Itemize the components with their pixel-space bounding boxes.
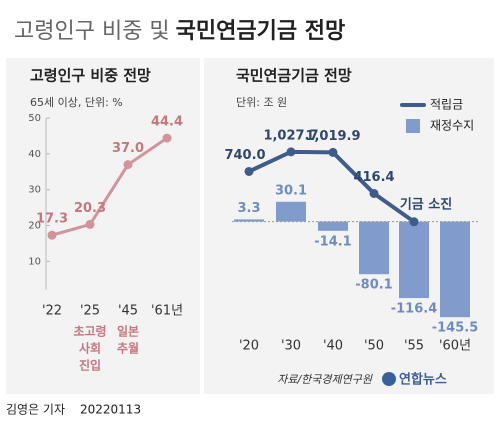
legend-label: 적립금 bbox=[430, 98, 463, 112]
data-label: 416.4 bbox=[353, 170, 394, 185]
data-label: 17.3 bbox=[36, 212, 68, 227]
point bbox=[162, 133, 172, 143]
bar bbox=[234, 219, 264, 222]
annotation: 사회 bbox=[79, 341, 101, 356]
page-title: 고령인구 비중 및 국민연금기금 전망 bbox=[14, 19, 345, 44]
annotation: 기금 소진 bbox=[400, 197, 452, 213]
point bbox=[47, 230, 57, 240]
date: 20220113 bbox=[80, 403, 141, 417]
point bbox=[409, 217, 419, 227]
x-tick-label: '20 bbox=[239, 339, 259, 354]
chart-subtitle: 65세 이상, 단위: % bbox=[30, 96, 123, 109]
y-tick-label: 40 bbox=[28, 149, 41, 160]
data-label: 1,019.9 bbox=[305, 129, 360, 144]
data-label: 740.0 bbox=[224, 148, 265, 163]
annotation: 진입 bbox=[79, 358, 101, 373]
bar bbox=[359, 221, 389, 275]
y-tick-label: 50 bbox=[28, 113, 41, 124]
bar bbox=[399, 221, 429, 299]
data-label: 44.4 bbox=[151, 115, 183, 130]
legend-swatch bbox=[406, 119, 420, 133]
data-label: -14.1 bbox=[314, 234, 351, 249]
title-light: 고령인구 비중 및 bbox=[14, 19, 170, 44]
logo: 연합뉴스 bbox=[399, 372, 447, 388]
x-tick-label: '45 bbox=[118, 304, 138, 319]
bar bbox=[440, 221, 470, 318]
title-bold: 국민연금기금 전망 bbox=[176, 19, 346, 44]
x-tick-label: '25 bbox=[80, 304, 100, 319]
point bbox=[85, 219, 95, 229]
data-label: 30.1 bbox=[275, 183, 307, 198]
data-label: 20.3 bbox=[74, 201, 106, 216]
x-tick-label: '30 bbox=[281, 339, 301, 354]
x-tick-label: '60년 bbox=[439, 339, 471, 354]
legend-label: 재정수지 bbox=[430, 119, 474, 133]
point bbox=[369, 188, 379, 198]
data-label: 1,027.7 bbox=[263, 128, 318, 143]
chart-title: 고령인구 비중 전망 bbox=[30, 67, 151, 85]
annotation: 초고령 bbox=[73, 325, 106, 339]
data-label: 37.0 bbox=[112, 141, 144, 156]
line bbox=[51, 136, 168, 237]
chart-title: 국민연금기금 전망 bbox=[236, 67, 352, 85]
chart-subtitle: 단위: 조 원 bbox=[236, 96, 287, 109]
x-tick-label: '40 bbox=[323, 339, 343, 354]
point bbox=[286, 147, 296, 157]
point bbox=[328, 147, 338, 157]
left-panel bbox=[6, 58, 200, 394]
logo-icon bbox=[382, 372, 396, 386]
x-tick-label: '61년 bbox=[151, 304, 183, 319]
x-tick-label: '55 bbox=[404, 339, 424, 354]
bar bbox=[276, 201, 306, 222]
bar bbox=[318, 221, 348, 231]
credit: 김영은 기자 bbox=[6, 403, 65, 417]
y-tick-label: 20 bbox=[28, 221, 41, 232]
x-tick-label: '50 bbox=[364, 339, 384, 354]
y-tick-label: 10 bbox=[28, 256, 41, 267]
source: 자료/한국경제연구원 bbox=[277, 373, 373, 386]
annotation: 일본 bbox=[117, 325, 139, 339]
y-tick-label: 30 bbox=[28, 185, 41, 196]
data-label: -145.5 bbox=[432, 321, 479, 336]
data-label: -80.1 bbox=[355, 278, 392, 293]
data-label: -116.4 bbox=[391, 302, 438, 317]
point bbox=[123, 160, 133, 170]
annotation: 추월 bbox=[117, 341, 139, 356]
point bbox=[244, 166, 254, 176]
x-tick-label: '22 bbox=[42, 304, 62, 319]
data-label: 3.3 bbox=[237, 201, 260, 216]
